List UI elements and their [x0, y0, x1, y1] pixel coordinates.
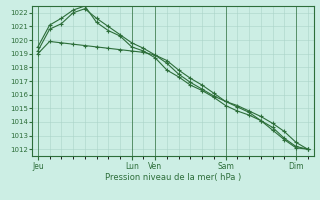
X-axis label: Pression niveau de la mer( hPa ): Pression niveau de la mer( hPa ): [105, 173, 241, 182]
